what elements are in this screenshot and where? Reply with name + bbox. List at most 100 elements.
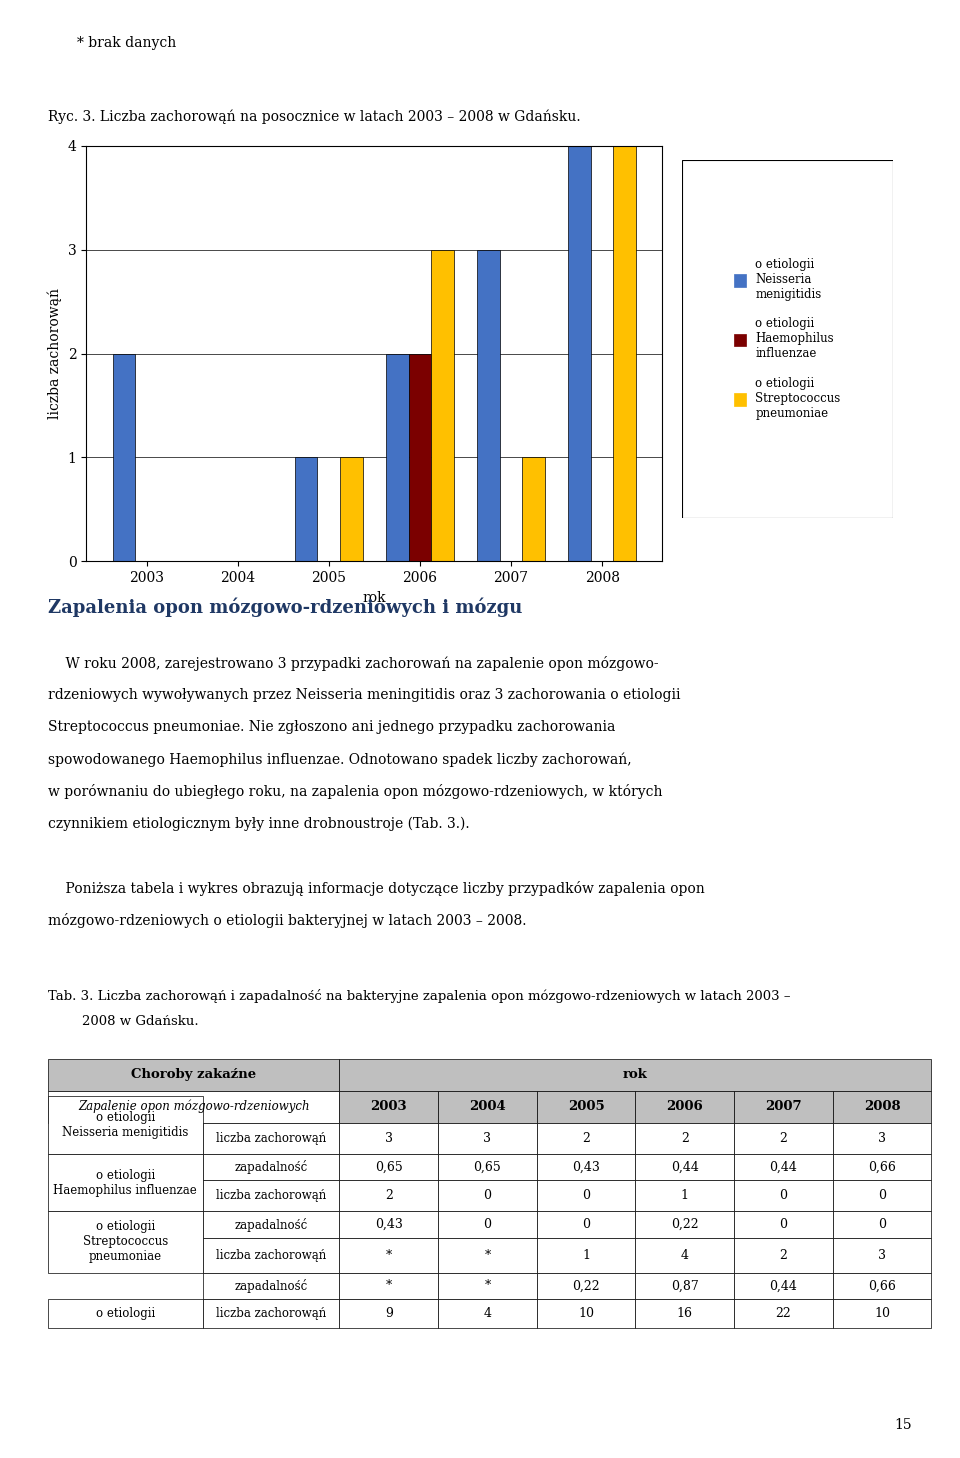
Bar [438,1123,537,1153]
Text: * brak danych: * brak danych [77,36,176,51]
Bar [636,1180,734,1212]
Bar [203,1299,340,1328]
Text: 0,43: 0,43 [572,1161,600,1174]
Text: o etiologii
Streptococcus
pneumoniae: o etiologii Streptococcus pneumoniae [83,1220,168,1264]
Bar [438,1238,537,1273]
Bar [734,1123,832,1153]
Text: zapadalność: zapadalność [234,1217,307,1232]
Text: 4: 4 [681,1248,688,1261]
Bar [340,1180,438,1212]
Text: Zapalenia opon mózgowo-rdzeniowych i mózgu: Zapalenia opon mózgowo-rdzeniowych i móz… [48,598,522,617]
Text: 4: 4 [484,1308,492,1319]
Text: 3: 3 [484,1131,492,1145]
Text: 22: 22 [776,1308,791,1319]
Text: 16: 16 [677,1308,693,1319]
Bar [636,1153,734,1180]
Bar [613,146,636,561]
Bar [203,1238,340,1273]
Bar [340,1238,438,1273]
Text: 2007: 2007 [765,1099,802,1112]
Y-axis label: liczba zachorowąń: liczba zachorowąń [48,289,62,418]
Bar [734,1180,832,1212]
Bar [477,249,499,561]
Text: 0,65: 0,65 [375,1161,402,1174]
Bar [537,1299,636,1328]
Text: 2005: 2005 [567,1099,605,1112]
Bar [340,1059,931,1091]
Bar [832,1153,931,1180]
Bar [537,1180,636,1212]
Bar [48,1212,203,1273]
Text: *: * [386,1279,392,1292]
X-axis label: rok: rok [363,590,386,605]
Bar [438,1091,537,1123]
Bar [734,1273,832,1299]
Bar [203,1153,340,1180]
Text: 0: 0 [780,1190,787,1203]
Bar [636,1273,734,1299]
Text: Poniższa tabela i wykres obrazują informacje dotyczące liczby przypadków zapalen: Poniższa tabela i wykres obrazują inform… [48,881,705,895]
Text: 10: 10 [578,1308,594,1319]
Bar [340,1123,438,1153]
Text: 1: 1 [582,1248,590,1261]
Text: czynnikiem etiologicznym były inne drobnoustroje (Tab. 3.).: czynnikiem etiologicznym były inne drobn… [48,816,469,831]
Text: o etiologii
Haemophilus influenzae: o etiologii Haemophilus influenzae [54,1168,197,1197]
Bar [636,1091,734,1123]
Bar [832,1091,931,1123]
Text: o etiologii: o etiologii [96,1308,155,1319]
Text: 0,66: 0,66 [868,1279,896,1292]
Text: rdzeniowych wywoływanych przez Neisseria meningitidis oraz 3 zachorowania o etio: rdzeniowych wywoływanych przez Neisseria… [48,688,681,703]
Bar [734,1091,832,1123]
Bar [832,1123,931,1153]
Text: 2: 2 [385,1190,393,1203]
Text: 2004: 2004 [469,1099,506,1112]
Text: 0,44: 0,44 [671,1161,699,1174]
Text: W roku 2008, zarejestrowano 3 przypadki zachorowań na zapalenie opon mózgowo-: W roku 2008, zarejestrowano 3 przypadki … [48,656,659,671]
Text: Streptococcus pneumoniae. Nie zgłoszono ani jednego przypadku zachorowania: Streptococcus pneumoniae. Nie zgłoszono … [48,720,615,735]
Bar [537,1212,636,1238]
Text: *: * [484,1279,491,1292]
Bar [340,458,363,561]
Text: Tab. 3. Liczba zachorowąń i zapadalność na bakteryjne zapalenia opon mózgowo-rdz: Tab. 3. Liczba zachorowąń i zapadalność … [48,989,790,1003]
Bar [537,1153,636,1180]
Bar [568,146,590,561]
Bar [537,1273,636,1299]
Text: 0,43: 0,43 [374,1217,403,1231]
Text: 3: 3 [385,1131,393,1145]
Bar [409,354,431,561]
Bar [48,1091,340,1123]
Bar [340,1091,438,1123]
Text: Choroby zakaźne: Choroby zakaźne [132,1069,256,1080]
Text: *: * [484,1248,491,1261]
Bar [537,1238,636,1273]
Text: 0: 0 [582,1190,590,1203]
Text: spowodowanego Haemophilus influenzae. Odnotowano spadek liczby zachorowań,: spowodowanego Haemophilus influenzae. Od… [48,752,632,767]
Text: 2006: 2006 [666,1099,703,1112]
Text: 2: 2 [780,1248,787,1261]
Bar [636,1299,734,1328]
Text: *: * [386,1248,392,1261]
Text: 2: 2 [582,1131,590,1145]
Text: liczba zachorowąń: liczba zachorowąń [216,1190,326,1203]
Bar [438,1273,537,1299]
Bar [340,1299,438,1328]
Bar [203,1123,340,1153]
Text: liczba zachorowąń: liczba zachorowąń [216,1308,326,1319]
Text: w porównaniu do ubiegłego roku, na zapalenia opon mózgowo-rdzeniowych, w których: w porównaniu do ubiegłego roku, na zapal… [48,784,662,799]
Bar [438,1180,537,1212]
Text: liczba zachorowąń: liczba zachorowąń [216,1131,326,1145]
Text: Zapalenie opon mózgowo-rdzeniowych: Zapalenie opon mózgowo-rdzeniowych [78,1099,309,1114]
Bar [438,1153,537,1180]
Text: mózgowo-rdzeniowych o etiologii bakteryjnej w latach 2003 – 2008.: mózgowo-rdzeniowych o etiologii bakteryj… [48,913,526,927]
Text: zapadalność: zapadalność [234,1279,307,1293]
Text: 2008 w Gdańsku.: 2008 w Gdańsku. [48,1015,199,1028]
Bar [832,1212,931,1238]
Bar [203,1273,340,1299]
Text: 0: 0 [582,1217,590,1231]
Bar [48,1299,203,1328]
Text: liczba zachorowąń: liczba zachorowąń [216,1248,326,1261]
Bar [537,1123,636,1153]
Bar [832,1273,931,1299]
Bar [734,1299,832,1328]
Text: 2: 2 [681,1131,688,1145]
